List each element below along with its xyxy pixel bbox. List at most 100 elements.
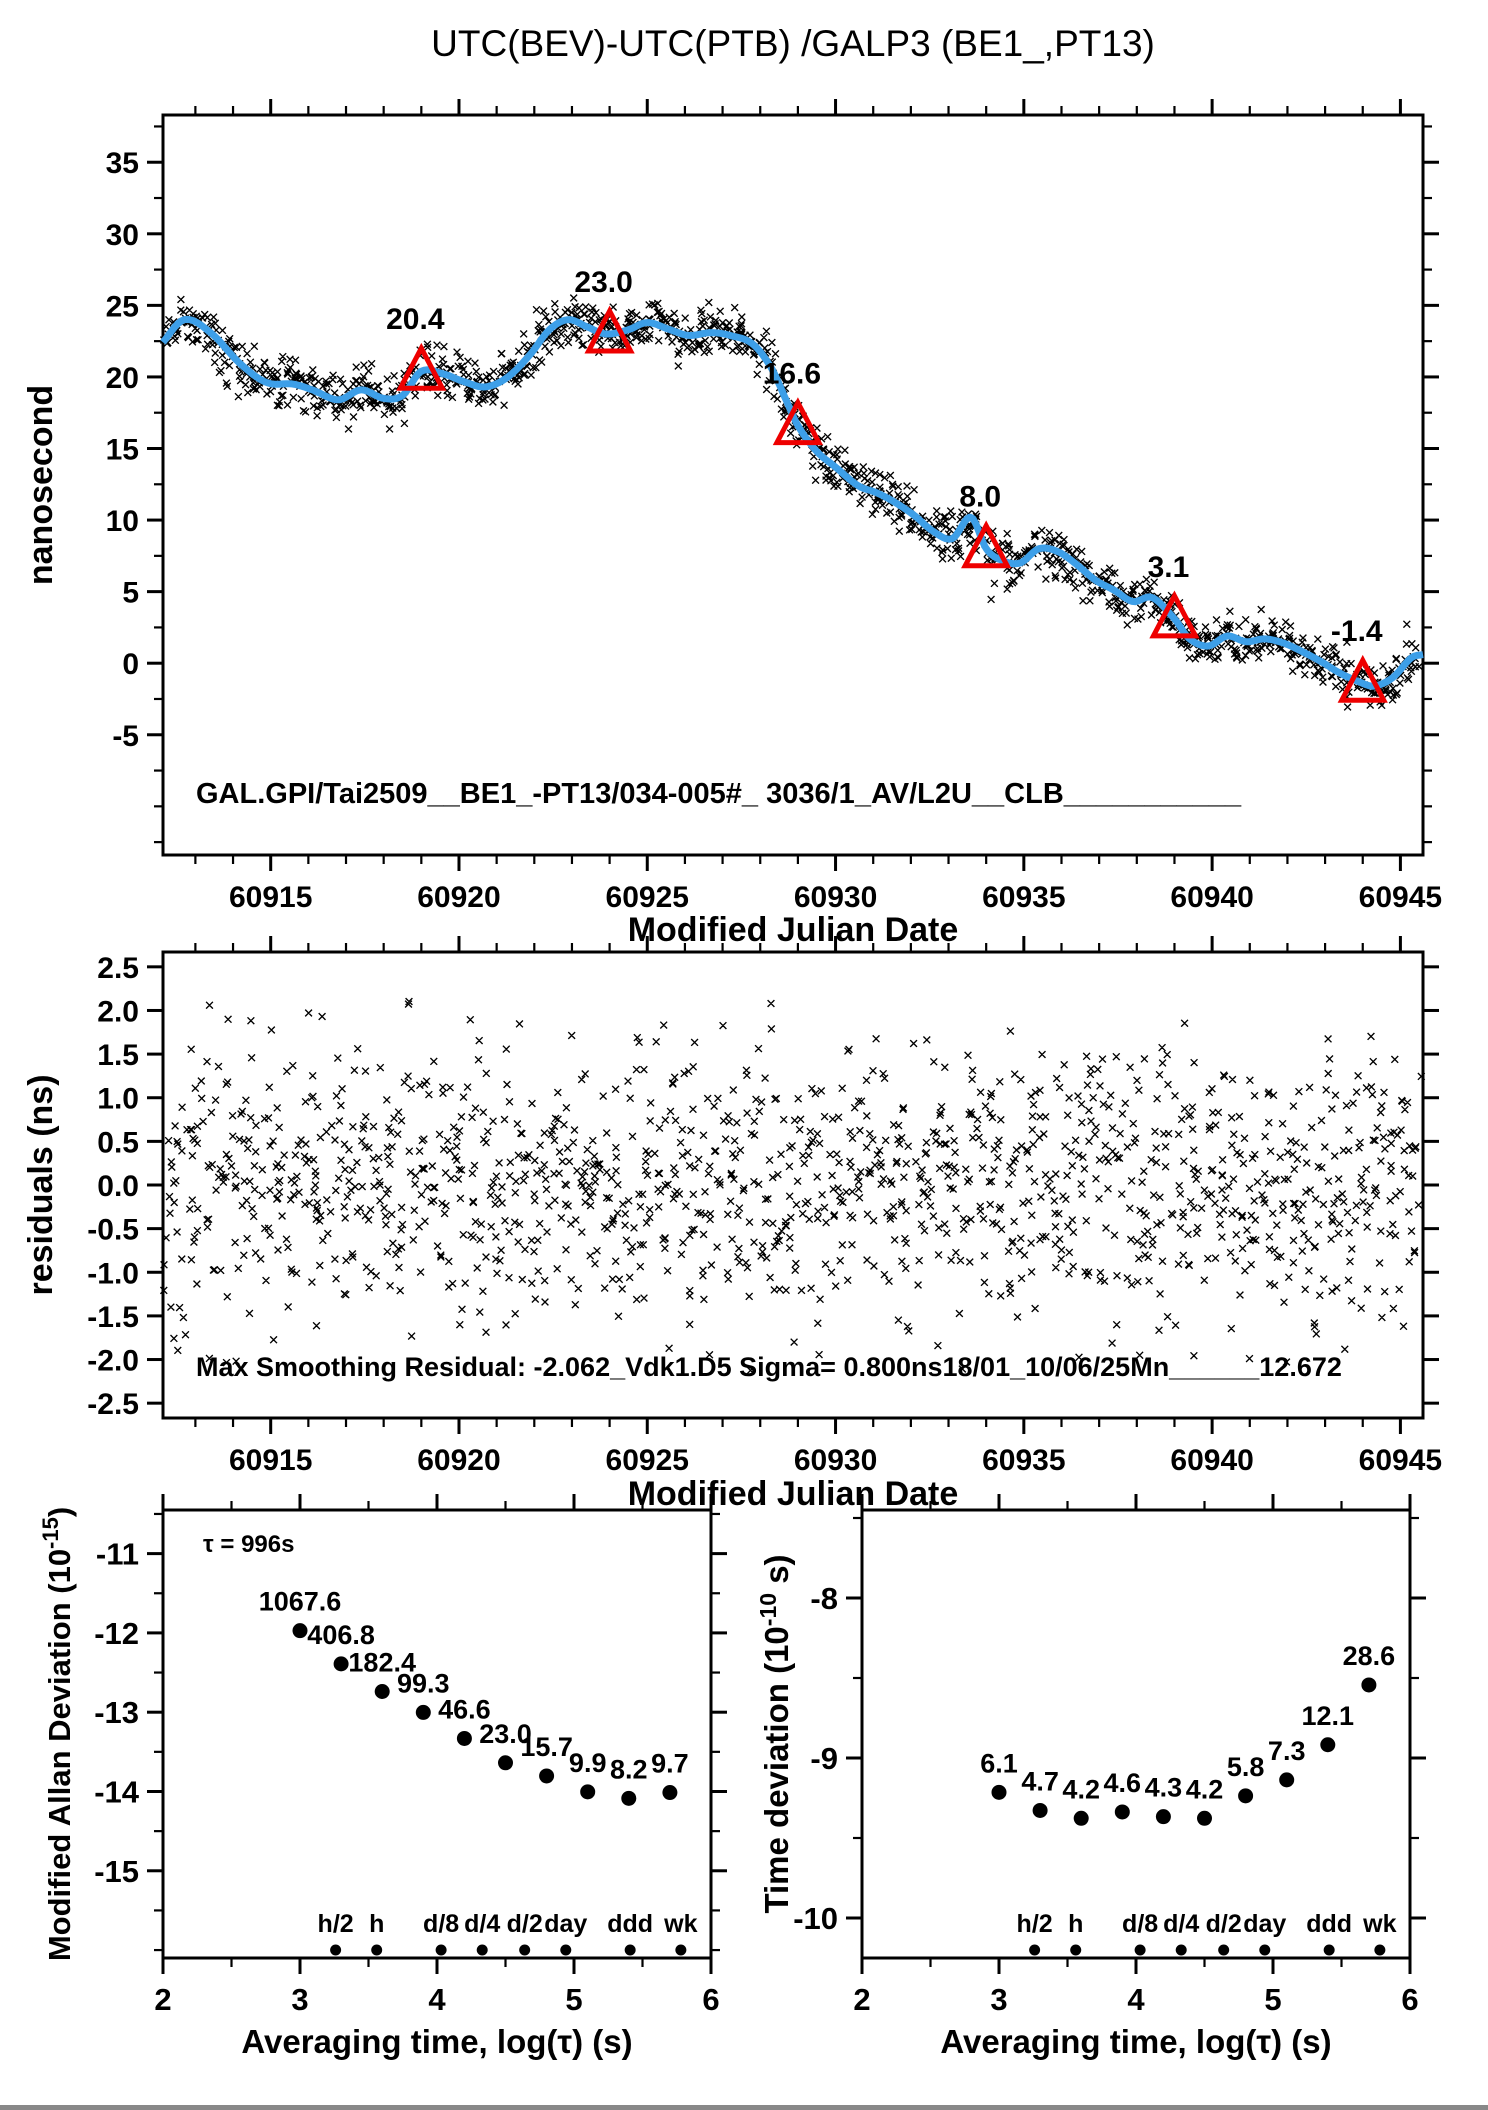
calibration-value-label: 23.0 (574, 266, 632, 299)
data-value-label: 8.2 (610, 1754, 648, 1784)
duration-label: day (544, 1910, 587, 1938)
svg-text:-12: -12 (94, 1616, 139, 1651)
data-point (1197, 1810, 1212, 1826)
data-value-label: 4.7 (1021, 1766, 1059, 1796)
calibration-triangle-icon (1337, 654, 1388, 703)
svg-text:1.0: 1.0 (97, 1083, 139, 1116)
data-value-label: 4.2 (1186, 1774, 1224, 1804)
data-value-label: 4.6 (1104, 1768, 1142, 1798)
svg-text:0.5: 0.5 (97, 1126, 139, 1159)
axis-tick-labels: 2 3 4 5 6 -10 -9 -8 (793, 1581, 1418, 2017)
calibration-triangle-icon (1149, 590, 1200, 639)
duration-dot (1134, 1944, 1146, 1956)
duration-label: wk (1362, 1910, 1396, 1938)
calibration-value-label: 8.0 (959, 481, 1001, 514)
duration-dot (1175, 1944, 1187, 1956)
data-value-label: 406.8 (307, 1620, 375, 1650)
data-point (292, 1623, 308, 1639)
data-point (1361, 1677, 1377, 1693)
time-deviation-chart: 2 3 4 5 6-10-9-86.14.7 4.2 4.6 4.3 4.25.87.312.1… (793, 1494, 1426, 2017)
calibration-triangle-icon (961, 520, 1012, 569)
duration-dot (435, 1944, 447, 1956)
data-value-label: 46.6 (438, 1694, 491, 1724)
deviation-points: 6.14.7 4.2 4.6 4.3 4.25.87.312.128.6 (980, 1641, 1395, 1826)
data-value-label: 23.0 (479, 1719, 532, 1749)
svg-text:-5: -5 (112, 720, 139, 753)
residuals-chart: 60915 60920 60925 60930 60935 60940 60945 -2.5 -… (87, 936, 1442, 1477)
data-point (1155, 1809, 1171, 1825)
svg-text:60940: 60940 (1170, 881, 1253, 914)
plot-frame (161, 113, 1425, 857)
duration-label: h (1068, 1910, 1083, 1938)
svg-text:5: 5 (122, 577, 139, 610)
data-value-label: 12.1 (1302, 1701, 1355, 1731)
calibration-triangle-icon (772, 397, 824, 446)
plot-frame (161, 950, 1425, 1420)
axis-ticks (846, 1494, 1426, 1974)
duration-label: ddd (1306, 1910, 1352, 1938)
duration-dot (560, 1944, 572, 1956)
svg-text:2: 2 (154, 1982, 171, 2017)
axis-tick-labels: 2 3 4 5 6 -15 -14 -13 -12 -11 (94, 1537, 719, 2017)
svg-text:5: 5 (1264, 1982, 1281, 2017)
plot-frame (860, 1508, 1412, 1960)
duration-label: h (369, 1910, 384, 1938)
mdev-y-axis-title: Modified Allan Deviation (10-15) (38, 1507, 77, 1961)
axis-tick-labels: 60915 60920 60925 60930 60935 60940 60945 -2.5 -… (87, 952, 1442, 1477)
svg-text:60935: 60935 (982, 881, 1065, 914)
duration-dot (371, 1944, 383, 1956)
tdev-x-axis-title: Averaging time, log(τ) (s) (940, 2023, 1331, 2060)
svg-text:3: 3 (990, 1982, 1007, 2017)
svg-text:-8: -8 (810, 1581, 838, 1616)
duration-dot (519, 1944, 531, 1956)
duration-label: h/2 (318, 1910, 354, 1938)
data-value-label: 15.7 (520, 1732, 573, 1762)
svg-text:-0.5: -0.5 (87, 1214, 139, 1247)
duration-dot (330, 1944, 342, 1956)
svg-text:-9: -9 (810, 1741, 838, 1776)
svg-text:-13: -13 (94, 1695, 139, 1730)
tdev-y-axis-title: Time deviation (10-10 s) (755, 1554, 795, 1913)
svg-text:60940: 60940 (1170, 1444, 1253, 1477)
data-value-label: 5.8 (1227, 1752, 1265, 1782)
data-value-label: 99.3 (397, 1668, 450, 1698)
svg-text:60925: 60925 (606, 881, 689, 914)
svg-text:20: 20 (106, 362, 139, 395)
svg-text:2: 2 (853, 1982, 870, 2017)
svg-text:10: 10 (106, 505, 139, 538)
axis-minor-ticks (194, 943, 1364, 1427)
svg-text:-2.5: -2.5 (87, 1388, 139, 1421)
data-value-label: 4.2 (1062, 1774, 1100, 1804)
duration-dot (1323, 1944, 1335, 1956)
svg-text:60935: 60935 (982, 1444, 1065, 1477)
svg-text:-11: -11 (96, 1537, 139, 1572)
svg-text:60920: 60920 (417, 881, 500, 914)
calibration-markers: 20.4 23.0 16.6 8.0 3.1 -1.4 (386, 266, 1388, 703)
duration-dot (1259, 1944, 1271, 1956)
data-point (1238, 1788, 1254, 1804)
duration-dot (1029, 1944, 1041, 1956)
calibration-triangle-icon (584, 305, 635, 354)
figure-title: UTC(BEV)-UTC(PTB) /GALP3 (BE1_,PT13) (431, 23, 1155, 64)
data-point (662, 1785, 678, 1801)
calibration-value-label: -1.4 (1331, 615, 1383, 648)
data-point (415, 1704, 431, 1720)
duration-markers: h/2 h d/8 d/4 d/2 day ddd wk (318, 1910, 698, 1956)
top-y-axis-title: nanosecond (22, 385, 60, 585)
svg-text:6: 6 (702, 1982, 719, 2017)
duration-dot (1070, 1944, 1082, 1956)
duration-label: d/4 (1163, 1910, 1199, 1938)
svg-text:30: 30 (106, 219, 139, 252)
plot-frame (161, 1508, 713, 1960)
svg-text:60945: 60945 (1359, 881, 1442, 914)
svg-text:3: 3 (291, 1982, 308, 2017)
top-annotation: GAL.GPI/Tai2509__BE1_-PT13/034-005#_ 303… (196, 778, 1242, 810)
data-point (621, 1790, 637, 1806)
axis-minor-ticks (154, 106, 1432, 864)
data-point (333, 1656, 349, 1672)
duration-label: d/2 (1206, 1910, 1242, 1938)
axis-ticks (147, 936, 1439, 1434)
